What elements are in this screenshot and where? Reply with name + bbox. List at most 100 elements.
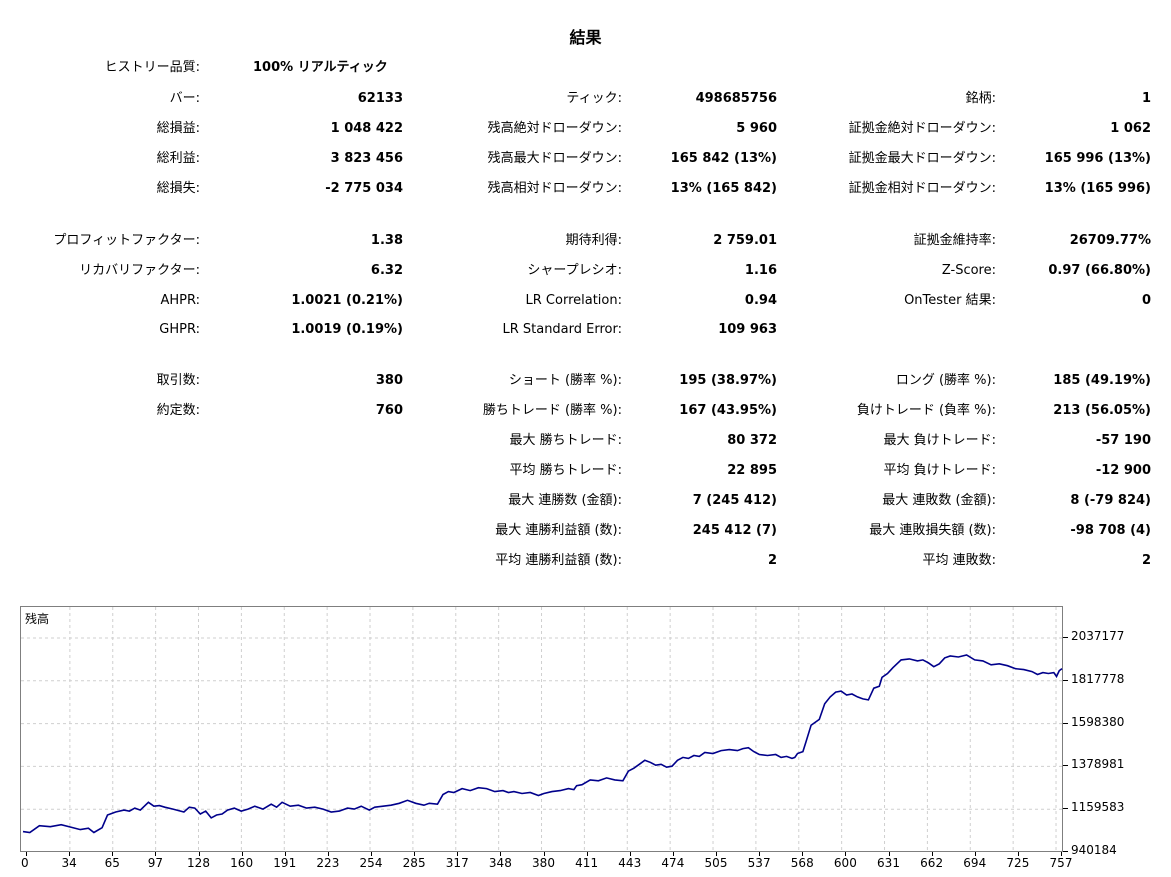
stat-value: 26709.77% xyxy=(1069,233,1151,248)
stat-label: 証拠金絶対ドローダウン: xyxy=(848,121,996,136)
stat-value: 195 (38.97%) xyxy=(679,373,777,388)
y-tick-label: 1378981 xyxy=(1071,757,1125,772)
x-tick-mark xyxy=(974,852,976,856)
y-tick-label: 2037177 xyxy=(1071,629,1125,643)
stat-value: 13% (165 996) xyxy=(1044,181,1151,196)
stat-label: リカバリファクター: xyxy=(79,263,200,278)
stat-label: 勝ちトレード (勝率 %): xyxy=(482,403,622,418)
stat-value: 1.16 xyxy=(744,263,777,278)
stat-value: 80 372 xyxy=(727,433,777,448)
x-tick-label: 285 xyxy=(402,856,426,870)
stat-value: 1 048 422 xyxy=(330,121,403,136)
history-quality-value: 100% リアルティック xyxy=(253,60,388,75)
x-tick-mark xyxy=(1061,852,1062,856)
x-tick-mark xyxy=(845,852,847,856)
stat-label: バー: xyxy=(169,91,200,106)
x-tick-mark xyxy=(716,852,717,856)
history-quality-label: ヒストリー品質: xyxy=(104,60,200,75)
stat-value: 22 895 xyxy=(727,463,777,478)
x-tick-label: 223 xyxy=(316,856,340,870)
x-tick-mark xyxy=(802,852,804,856)
y-tick-mark xyxy=(1063,851,1068,852)
x-tick-label: 757 xyxy=(1049,856,1073,870)
balance-chart: 残高 xyxy=(20,606,1064,853)
y-tick-label: 940184 xyxy=(1071,843,1117,857)
x-tick-label: 662 xyxy=(920,856,944,870)
x-tick-mark xyxy=(26,852,27,856)
x-tick-mark xyxy=(543,852,545,856)
stat-label: GHPR: xyxy=(159,322,200,337)
x-tick-mark xyxy=(1017,852,1019,856)
stat-label: ショート (勝率 %): xyxy=(508,373,622,388)
stat-value: 2 759.01 xyxy=(713,233,777,248)
stat-value: -2 775 034 xyxy=(325,181,403,196)
y-tick-mark xyxy=(1063,679,1068,681)
stat-value: 213 (56.05%) xyxy=(1053,403,1151,418)
stat-label: LR Correlation: xyxy=(525,293,622,308)
stat-value: 62133 xyxy=(357,91,403,106)
x-tick-mark xyxy=(759,852,761,856)
x-tick-label: 568 xyxy=(790,856,814,870)
stat-label: プロフィットファクター: xyxy=(53,233,200,248)
stat-value: 0.94 xyxy=(744,293,777,308)
stat-label: 期待利得: xyxy=(565,233,622,248)
x-tick-mark xyxy=(500,852,502,856)
stat-label: 証拠金相対ドローダウン: xyxy=(848,181,996,196)
stat-label: 最大 負けトレード: xyxy=(883,433,996,448)
stat-label: 最大 勝ちトレード: xyxy=(509,433,622,448)
x-tick-label: 0 xyxy=(21,856,29,870)
x-tick-label: 694 xyxy=(963,856,987,870)
stat-value: 0 xyxy=(1141,293,1151,308)
y-tick-label: 1598380 xyxy=(1071,714,1125,729)
x-tick-mark xyxy=(69,852,71,856)
x-tick-label: 65 xyxy=(104,856,120,870)
x-tick-mark xyxy=(629,852,631,856)
chart-title: 残高 xyxy=(25,611,49,626)
x-tick-label: 317 xyxy=(445,856,469,870)
stat-value: 3 823 456 xyxy=(330,151,403,166)
stat-value: 7 (245 412) xyxy=(692,493,777,508)
x-tick-label: 128 xyxy=(187,856,210,870)
x-tick-label: 254 xyxy=(359,856,383,870)
x-tick-label: 474 xyxy=(661,856,685,870)
stat-value: 5 960 xyxy=(736,121,777,136)
stat-label: 最大 連勝利益額 (数): xyxy=(495,523,622,538)
stat-label: 取引数: xyxy=(156,373,200,388)
x-tick-label: 191 xyxy=(273,856,297,870)
stat-label: 証拠金最大ドローダウン: xyxy=(848,151,996,166)
stat-value: -57 190 xyxy=(1095,433,1151,448)
x-tick-label: 537 xyxy=(747,856,771,870)
y-tick-mark xyxy=(1063,765,1068,767)
stat-label: ロング (勝率 %): xyxy=(895,373,996,388)
x-tick-label: 160 xyxy=(230,856,254,870)
stat-label: 約定数: xyxy=(156,403,200,418)
stat-label: ティック: xyxy=(566,91,622,106)
stat-label: シャープレシオ: xyxy=(527,263,622,278)
stat-value: 165 842 (13%) xyxy=(670,151,777,166)
x-tick-mark xyxy=(414,852,416,856)
x-tick-mark xyxy=(888,852,890,856)
balance-series-line xyxy=(22,654,1063,834)
stat-label: 銘柄: xyxy=(965,91,996,106)
stat-label: 平均 勝ちトレード: xyxy=(509,463,622,478)
stat-value: 0.97 (66.80%) xyxy=(1048,263,1151,278)
stat-value: 2 xyxy=(1141,553,1151,568)
x-tick-mark xyxy=(371,852,372,856)
x-tick-mark xyxy=(112,852,114,856)
x-tick-mark xyxy=(931,852,933,856)
y-tick-label: 1159583 xyxy=(1071,800,1125,815)
stat-value: -98 708 (4) xyxy=(1070,523,1151,538)
stat-value: 1 xyxy=(1141,91,1151,106)
stat-label: AHPR: xyxy=(160,293,200,308)
x-tick-mark xyxy=(241,852,243,856)
stat-label: OnTester 結果: xyxy=(904,293,996,308)
y-tick-mark xyxy=(1063,637,1068,638)
stat-label: 負けトレード (負率 %): xyxy=(856,403,996,418)
stat-value: 760 xyxy=(375,403,403,418)
x-tick-mark xyxy=(198,852,200,856)
x-tick-mark xyxy=(155,852,157,856)
stat-value: 109 963 xyxy=(718,322,777,337)
stat-value: 1.38 xyxy=(370,233,403,248)
x-tick-label: 725 xyxy=(1006,856,1030,870)
stat-value: 498685756 xyxy=(695,91,777,106)
